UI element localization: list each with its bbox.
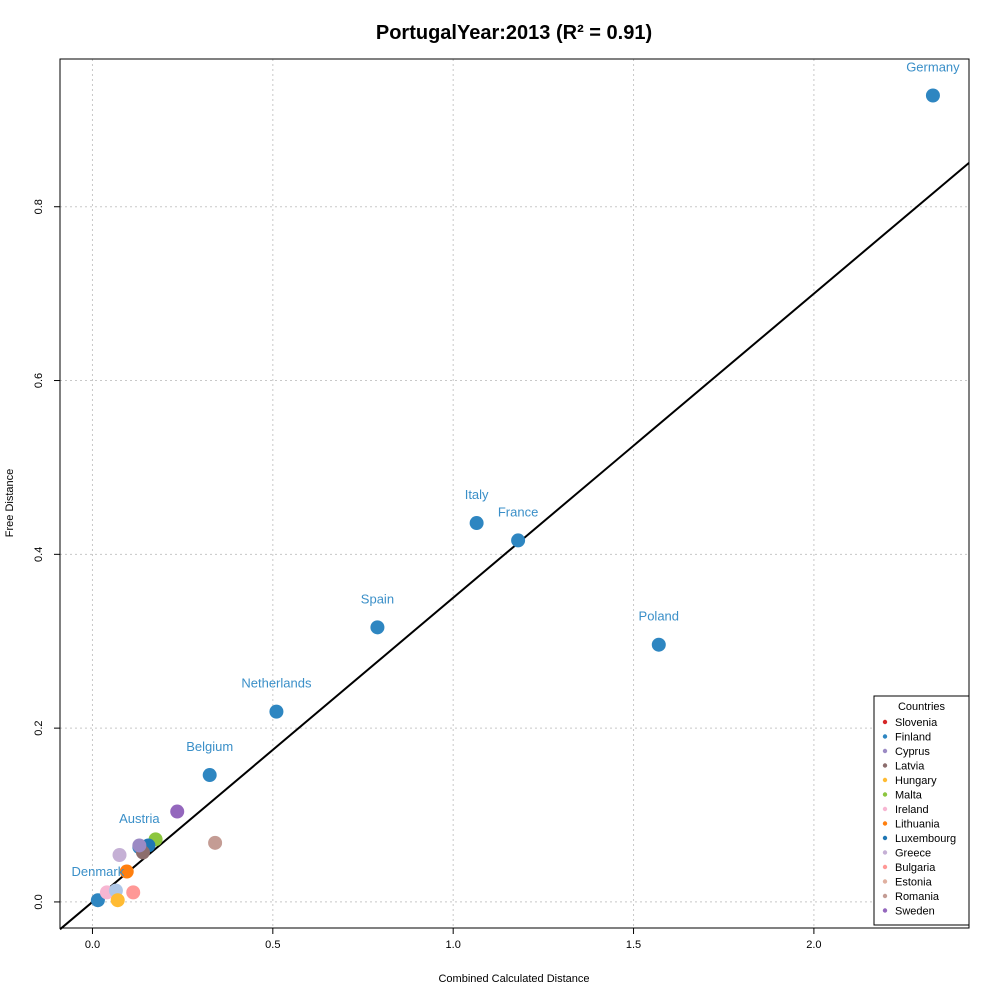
point-label-spain: Spain [361, 591, 394, 606]
legend-entry-estonia: Estonia [895, 877, 933, 889]
legend-entry-malta: Malta [895, 790, 923, 802]
legend-marker [882, 806, 888, 812]
legend-marker [882, 908, 888, 913]
legend-entry-romania: Romania [895, 891, 940, 903]
data-point-france [511, 533, 526, 548]
legend-entry-bulgaria: Bulgaria [895, 862, 936, 874]
legend-marker [882, 763, 888, 768]
point-label-austria: Austria [119, 811, 160, 826]
legend-marker [882, 734, 888, 739]
x-tick-label: 1.0 [446, 939, 461, 951]
legend-title: Countries [898, 701, 946, 713]
x-tick-label: 1.5 [626, 939, 641, 951]
point-label-denmark: Denmark [72, 864, 125, 879]
point-label-france: France [498, 504, 538, 519]
legend-box [873, 695, 970, 926]
legend-marker [882, 835, 888, 841]
data-point-belgium [202, 768, 217, 783]
data-point-cyprus [132, 838, 147, 853]
x-tick-label: 0.0 [85, 939, 100, 951]
legend-entry-finland: Finland [895, 732, 931, 744]
data-point-romania [208, 835, 223, 850]
data-point-denmark [90, 893, 105, 908]
x-axis-label: Combined Calculated Distance [438, 973, 589, 985]
legend-marker [882, 850, 888, 855]
point-labels: Germany Italy France Poland Spain Netherlands… [72, 59, 961, 879]
legend-entry-lithuania: Lithuania [895, 819, 941, 831]
legend-marker [882, 748, 888, 754]
y-tick-label: 0.2 [33, 720, 45, 735]
legend-marker [882, 821, 888, 826]
legend-marker [882, 893, 888, 899]
point-label-italy: Italy [465, 487, 489, 502]
data-point-greece [112, 848, 127, 863]
legend: Countries Slovenia Finland Cyprus Latvia Hun… [873, 695, 970, 926]
data-points [90, 88, 940, 908]
y-axis: 0.0 0.2 0.4 0.6 0.8 [33, 199, 60, 910]
legend-entry-sweden: Sweden [895, 906, 935, 918]
legend-marker [882, 719, 888, 725]
data-point-sweden [170, 804, 185, 819]
data-point-bulgaria [126, 885, 141, 900]
y-tick-label: 0.8 [33, 199, 45, 214]
legend-entry-cyprus: Cyprus [895, 746, 930, 758]
legend-entry-hungary: Hungary [895, 775, 937, 787]
point-label-germany: Germany [906, 59, 960, 74]
data-point-hungary [110, 893, 125, 908]
x-tick-label: 2.0 [806, 939, 821, 951]
grid-lines [60, 59, 969, 928]
legend-entry-latvia: Latvia [895, 761, 925, 773]
legend-marker [882, 864, 888, 870]
y-tick-label: 0.6 [33, 373, 45, 388]
data-point-spain [370, 620, 385, 635]
data-point-netherlands [269, 704, 284, 719]
legend-entry-luxembourg: Luxembourg [895, 833, 956, 845]
x-axis: 0.0 0.5 1.0 1.5 2.0 [85, 928, 822, 951]
legend-marker [882, 879, 888, 884]
legend-items: Slovenia Finland Cyprus Latvia Hungary Malta I… [882, 717, 956, 918]
y-axis-label: Free Distance [4, 469, 16, 537]
point-label-netherlands: Netherlands [241, 676, 312, 691]
legend-marker [882, 777, 888, 783]
chart-title: PortugalYear:2013 (R² = 0.91) [376, 22, 652, 44]
data-point-lithuania [119, 864, 134, 879]
legend-entry-greece: Greece [895, 848, 931, 860]
plot-frame [59, 58, 970, 929]
point-label-belgium: Belgium [186, 739, 233, 754]
legend-entry-ireland: Ireland [895, 804, 929, 816]
data-point-germany [925, 88, 940, 103]
legend-marker [882, 792, 888, 797]
data-point-poland [651, 637, 666, 652]
legend-entry-slovenia: Slovenia [895, 717, 938, 729]
point-label-poland: Poland [639, 609, 679, 624]
data-point-italy [469, 516, 484, 531]
y-tick-label: 0.0 [33, 894, 45, 909]
x-tick-label: 0.5 [265, 939, 280, 951]
y-tick-label: 0.4 [33, 547, 45, 562]
